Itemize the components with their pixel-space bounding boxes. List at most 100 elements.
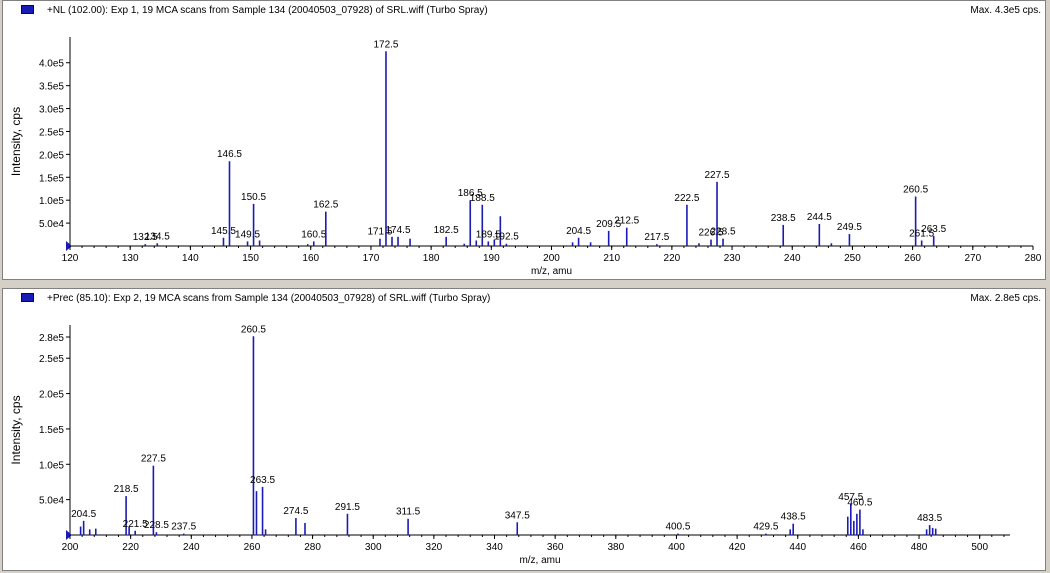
peak-label: 146.5 bbox=[217, 149, 242, 160]
peak-label: 460.5 bbox=[847, 498, 872, 509]
peak-label: 429.5 bbox=[753, 522, 778, 533]
peak-label: 228.5 bbox=[711, 227, 736, 238]
peak-label: 145.5 bbox=[211, 226, 236, 237]
x-tick-label: 240 bbox=[183, 542, 200, 553]
x-tick-label: 260 bbox=[244, 542, 261, 553]
x-tick-label: 170 bbox=[363, 253, 380, 264]
pane-header: +NL (102.00): Exp 1, 19 MCA scans from S… bbox=[3, 1, 1045, 21]
peak-label: 221.5 bbox=[123, 519, 148, 530]
axis-origin-marker-icon bbox=[66, 530, 72, 540]
x-tick-label: 260 bbox=[904, 253, 921, 264]
y-tick-label: 1.0e5 bbox=[39, 460, 64, 471]
peak-label: 204.5 bbox=[566, 226, 591, 237]
x-tick-label: 280 bbox=[304, 542, 321, 553]
peak-label: 274.5 bbox=[283, 506, 308, 517]
x-tick-label: 190 bbox=[483, 253, 500, 264]
peak-label: 238.5 bbox=[771, 213, 796, 224]
peak-label: 261.5 bbox=[909, 229, 934, 240]
peak-label: 400.5 bbox=[665, 522, 690, 533]
peak-label: 192.5 bbox=[494, 232, 519, 243]
peak-label: 291.5 bbox=[335, 502, 360, 513]
peak-label: 186.5 bbox=[458, 188, 483, 199]
x-tick-label: 200 bbox=[543, 253, 560, 264]
spectrum-pane-nl: +NL (102.00): Exp 1, 19 MCA scans from S… bbox=[2, 0, 1046, 280]
x-tick-label: 140 bbox=[182, 253, 199, 264]
y-tick-label: 5.0e4 bbox=[39, 219, 64, 230]
x-tick-label: 360 bbox=[547, 542, 564, 553]
peak-label: 171.5 bbox=[367, 227, 392, 238]
x-tick-label: 460 bbox=[850, 542, 867, 553]
spectrum-plot-prec[interactable]: 200 220 240 260 280 300 320 340 360 380 400 420 440 4… bbox=[3, 289, 1045, 570]
x-tick-label: 200 bbox=[62, 542, 79, 553]
peak-label: 228.5 bbox=[144, 520, 169, 531]
x-tick-label: 180 bbox=[423, 253, 440, 264]
x-tick-label: 500 bbox=[971, 542, 988, 553]
y-tick-label: 2.0e5 bbox=[39, 390, 64, 401]
peak-label: 260.5 bbox=[903, 185, 928, 196]
peak-label: 222.5 bbox=[674, 193, 699, 204]
x-tick-label: 220 bbox=[122, 542, 139, 553]
peak-label: 218.5 bbox=[114, 484, 139, 495]
series-color-icon[interactable] bbox=[21, 293, 34, 302]
x-tick-label: 220 bbox=[664, 253, 681, 264]
peak-label: 209.5 bbox=[596, 219, 621, 230]
y-axis-label: Intensity, cps bbox=[9, 395, 23, 464]
x-tick-label: 250 bbox=[844, 253, 861, 264]
x-tick-label: 270 bbox=[964, 253, 981, 264]
peak-label: 162.5 bbox=[313, 200, 338, 211]
x-axis-label: m/z, amu bbox=[531, 266, 572, 277]
y-tick-label: 1.0e5 bbox=[39, 196, 64, 207]
y-tick-label: 2.8e5 bbox=[39, 333, 64, 344]
y-axis-label: Intensity, cps bbox=[9, 107, 23, 176]
peak-label: 260.5 bbox=[241, 324, 266, 335]
peak-label: 160.5 bbox=[301, 229, 326, 240]
peak-label: 134.5 bbox=[145, 231, 170, 242]
peak-label: 244.5 bbox=[807, 212, 832, 223]
x-tick-label: 120 bbox=[62, 253, 79, 264]
peak-label: 204.5 bbox=[71, 509, 96, 520]
x-tick-label: 380 bbox=[607, 542, 624, 553]
peak-label: 483.5 bbox=[917, 513, 942, 524]
max-intensity-label: Max. 2.8e5 cps. bbox=[970, 293, 1041, 304]
peak-label: 174.5 bbox=[386, 225, 411, 236]
y-tick-label: 3.0e5 bbox=[39, 105, 64, 116]
peak-label: 227.5 bbox=[705, 170, 730, 181]
peak-label: 311.5 bbox=[396, 507, 421, 518]
pane-header: +Prec (85.10): Exp 2, 19 MCA scans from … bbox=[3, 289, 1045, 309]
peak-label: 226.5 bbox=[698, 228, 723, 239]
peak-label: 189.5 bbox=[476, 229, 501, 240]
peak-label: 188.5 bbox=[470, 193, 495, 204]
peak-label: 212.5 bbox=[614, 216, 639, 227]
peak-label: 217.5 bbox=[644, 232, 669, 243]
peak-label: 182.5 bbox=[434, 225, 459, 236]
x-tick-label: 320 bbox=[426, 542, 443, 553]
peak-label: 149.5 bbox=[235, 229, 260, 240]
spectrum-pane-prec: +Prec (85.10): Exp 2, 19 MCA scans from … bbox=[2, 288, 1046, 571]
peak-label: 263.5 bbox=[921, 224, 946, 235]
y-tick-label: 1.5e5 bbox=[39, 173, 64, 184]
max-intensity-label: Max. 4.3e5 cps. bbox=[970, 5, 1041, 16]
peak-label: 227.5 bbox=[141, 454, 166, 465]
axis-origin-marker-icon bbox=[66, 241, 72, 251]
peak-label: 438.5 bbox=[781, 512, 806, 523]
x-tick-label: 300 bbox=[365, 542, 382, 553]
peak-label: 132.5 bbox=[133, 232, 158, 243]
peak-label: 237.5 bbox=[171, 522, 196, 533]
x-tick-label: 340 bbox=[486, 542, 503, 553]
spectrum-plot-nl[interactable]: 120 130 140 150 160 170 180 190 200 210 220 230 240 2… bbox=[3, 1, 1045, 279]
y-tick-label: 2.5e5 bbox=[39, 127, 64, 138]
peak-label: 249.5 bbox=[837, 222, 862, 233]
peak-label: 347.5 bbox=[505, 510, 530, 521]
x-tick-label: 210 bbox=[603, 253, 620, 264]
x-tick-label: 280 bbox=[1025, 253, 1042, 264]
x-tick-label: 130 bbox=[122, 253, 139, 264]
x-tick-label: 160 bbox=[302, 253, 319, 264]
pane-title: +Prec (85.10): Exp 2, 19 MCA scans from … bbox=[47, 293, 491, 304]
y-tick-label: 3.5e5 bbox=[39, 82, 64, 93]
series-color-icon[interactable] bbox=[21, 5, 34, 14]
x-tick-label: 230 bbox=[724, 253, 741, 264]
x-tick-label: 480 bbox=[911, 542, 928, 553]
y-tick-label: 1.5e5 bbox=[39, 425, 64, 436]
y-tick-label: 5.0e4 bbox=[39, 496, 64, 507]
y-tick-label: 2.5e5 bbox=[39, 354, 64, 365]
